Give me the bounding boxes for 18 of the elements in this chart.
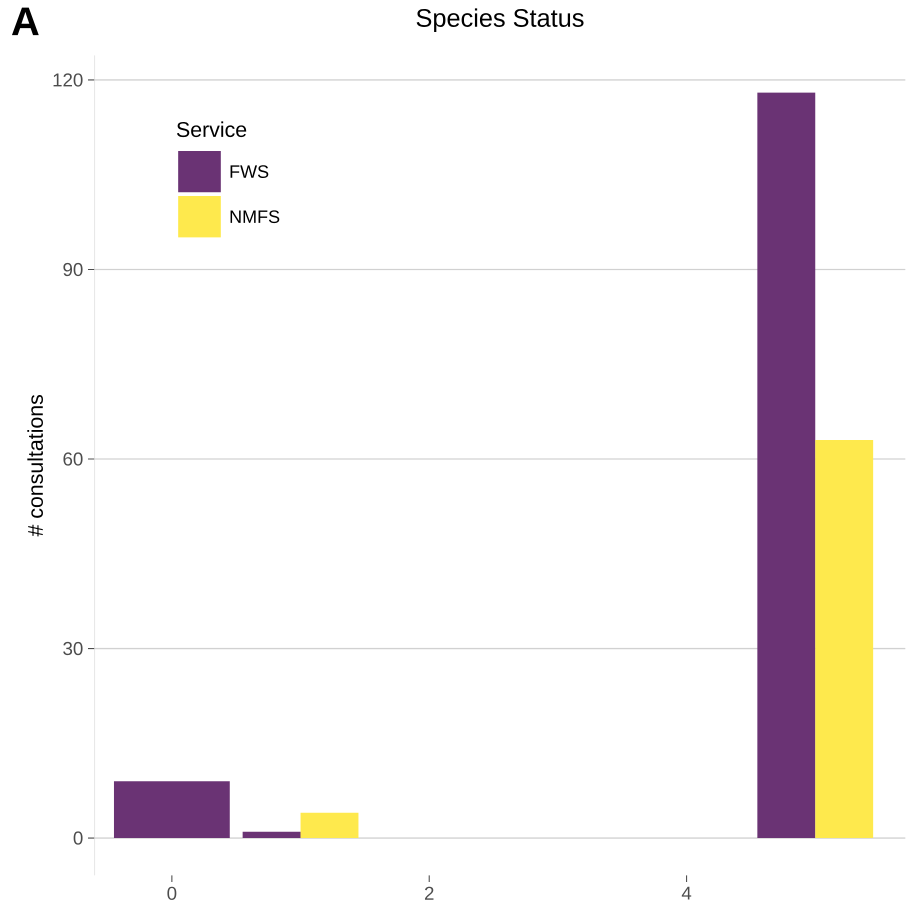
y-tick-label: 0 [74,831,83,845]
y-tick-label: 30 [63,642,83,656]
y-tick-label: 60 [63,452,83,466]
legend-label: NMFS [230,210,280,224]
x-tick-label: 2 [424,886,434,900]
bar [300,812,358,838]
y-axis-title: # consultations [27,394,43,536]
y-tick-label: 120 [54,73,83,87]
bar [242,832,301,838]
y-tick-label: 90 [63,262,83,276]
x-tick-label: 4 [682,886,692,900]
bar [757,92,816,838]
text: A [12,8,39,36]
legend-title: Service [176,121,246,138]
bar [815,440,874,838]
chart-title: Species Status [416,8,584,32]
x-tick-label: 0 [167,886,176,900]
legend-label: FWS [230,165,268,178]
